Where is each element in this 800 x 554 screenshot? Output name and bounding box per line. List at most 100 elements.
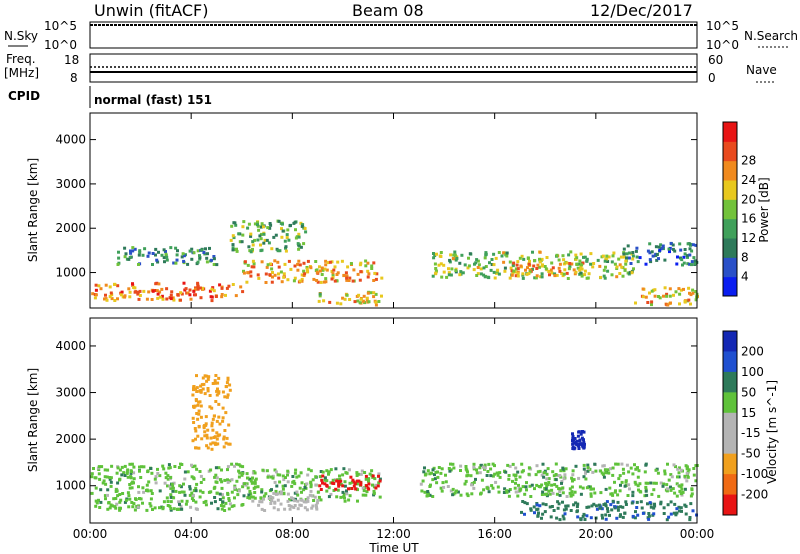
data-cell <box>433 262 437 266</box>
data-cell <box>268 226 272 230</box>
data-cell <box>511 479 514 483</box>
data-cell <box>271 476 275 480</box>
data-cell <box>679 256 682 260</box>
data-cell <box>198 254 201 258</box>
data-cell <box>251 481 255 485</box>
beam-title: Beam 08 <box>352 1 424 20</box>
data-cell <box>595 507 599 511</box>
data-cell <box>521 276 525 280</box>
data-cell <box>481 465 485 469</box>
data-cell <box>163 260 166 264</box>
data-cell <box>165 255 169 259</box>
data-cell <box>646 502 649 506</box>
data-cell <box>536 514 540 518</box>
data-cell <box>116 284 120 288</box>
data-cell <box>253 479 257 483</box>
data-cell <box>451 493 455 497</box>
data-cell <box>585 505 589 509</box>
data-cell <box>493 472 497 476</box>
data-cell <box>227 497 231 500</box>
data-cell <box>631 514 635 518</box>
data-cell <box>222 504 226 508</box>
data-cell <box>217 390 221 394</box>
data-cell <box>616 500 620 504</box>
data-cell <box>221 496 225 500</box>
data-cell <box>432 256 436 260</box>
data-cell <box>579 492 583 496</box>
data-cell <box>189 297 193 301</box>
data-cell <box>675 507 679 511</box>
colorbar-swatch <box>723 453 737 475</box>
data-cell <box>460 253 464 257</box>
data-cell <box>294 468 298 472</box>
data-cell <box>184 502 188 506</box>
data-cell <box>176 508 179 511</box>
data-cell <box>538 504 542 508</box>
data-cell <box>206 252 209 256</box>
data-cell <box>608 486 612 490</box>
data-cell <box>106 507 110 511</box>
data-cell <box>133 508 137 512</box>
data-cell <box>540 272 544 276</box>
data-cell <box>251 240 255 244</box>
data-cell <box>286 492 290 496</box>
data-cell <box>208 289 212 293</box>
data-cell <box>90 491 94 495</box>
data-cell <box>444 480 448 484</box>
data-cell <box>323 280 326 284</box>
data-cell <box>228 479 232 483</box>
data-cell <box>175 258 179 262</box>
data-cell <box>260 222 264 226</box>
data-cell <box>145 483 149 487</box>
data-cell <box>297 247 301 251</box>
data-cell <box>212 289 216 293</box>
data-cell <box>226 468 229 472</box>
data-cell <box>607 471 611 475</box>
data-cell <box>550 261 554 265</box>
data-cell <box>158 290 162 294</box>
data-cell <box>687 468 691 472</box>
data-cell <box>132 471 136 475</box>
data-cell <box>317 299 321 303</box>
data-cell <box>500 254 504 258</box>
data-cell <box>197 400 201 404</box>
data-cell <box>243 482 247 486</box>
data-cell <box>156 296 160 300</box>
data-cell <box>571 439 575 443</box>
data-cell <box>253 222 257 226</box>
data-cell <box>574 501 578 505</box>
data-cell <box>279 502 283 506</box>
data-cell <box>681 490 685 494</box>
data-cell <box>366 291 370 295</box>
data-cell <box>680 509 683 513</box>
data-cell <box>483 256 487 260</box>
data-cell <box>131 246 135 250</box>
data-cell <box>568 265 572 269</box>
data-cell <box>210 501 213 505</box>
power-data-layer <box>91 219 699 307</box>
data-cell <box>351 279 355 283</box>
data-cell <box>157 282 161 286</box>
data-cell <box>635 255 639 259</box>
data-cell <box>195 374 198 378</box>
data-cell <box>370 264 374 268</box>
data-cell <box>631 257 635 261</box>
data-cell <box>237 475 241 479</box>
data-cell <box>672 293 675 297</box>
data-cell <box>675 511 679 515</box>
data-cell <box>648 501 652 505</box>
data-cell <box>640 506 644 510</box>
data-cell <box>120 465 124 469</box>
data-cell <box>274 470 278 474</box>
data-cell <box>192 289 196 293</box>
data-cell <box>294 228 297 232</box>
data-cell <box>568 262 572 265</box>
data-cell <box>574 270 578 274</box>
data-cell <box>680 487 684 491</box>
data-cell <box>306 496 310 500</box>
data-cell <box>249 234 253 238</box>
data-cell <box>556 506 560 510</box>
data-cell <box>201 387 205 391</box>
data-cell <box>145 508 149 512</box>
velocity-colorbar-label: Velocity [m s^-1] <box>765 380 779 484</box>
